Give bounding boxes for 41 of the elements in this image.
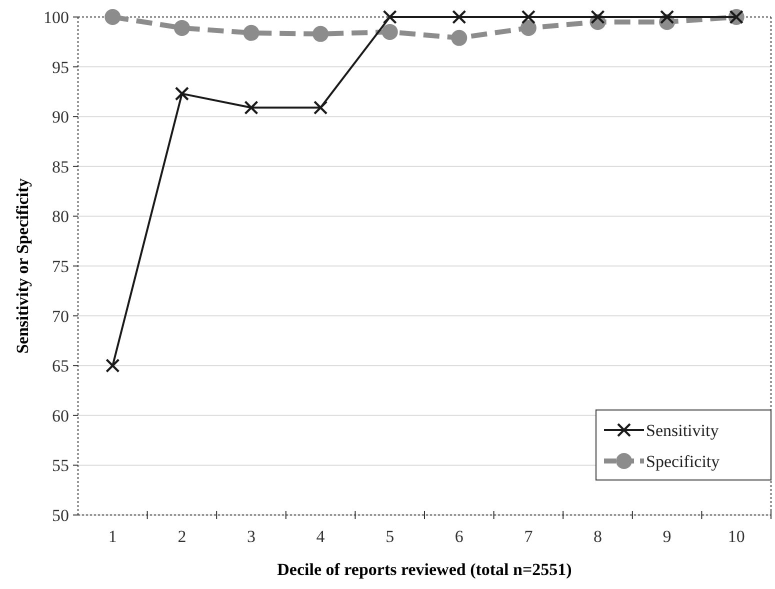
point (382, 10, 397, 24)
legend-label: Sensitivity (646, 420, 720, 440)
point (382, 24, 398, 40)
point (104, 9, 121, 25)
legend-label: Specificity (646, 452, 720, 471)
point (521, 10, 536, 24)
point (106, 358, 120, 373)
point (174, 20, 190, 36)
x-tick-label: 2 (178, 527, 186, 546)
x-tick-label: 3 (247, 527, 256, 546)
x-tick-label: 10 (728, 527, 745, 546)
x-tick-label: 1 (108, 527, 117, 546)
point (244, 100, 258, 115)
point (452, 10, 466, 24)
y-tick-label: 85 (52, 157, 69, 176)
y-tick-label: 100 (44, 8, 69, 27)
x-tick-label: 8 (594, 527, 602, 546)
y-tick-label: 80 (52, 207, 69, 226)
y-axis-title: Sensitivity or Specificity (13, 178, 32, 354)
point (451, 30, 468, 46)
y-tick-label: 90 (52, 108, 69, 127)
x-tick-label: 9 (662, 527, 672, 546)
point (520, 20, 536, 36)
y-tick-label: 50 (52, 506, 69, 525)
point (590, 10, 605, 24)
y-tick-label: 65 (52, 356, 69, 376)
y-tick-label: 55 (52, 456, 69, 476)
y-tick-label: 70 (52, 306, 69, 326)
y-tick-label: 60 (52, 406, 69, 426)
y-tick-label: 75 (52, 256, 69, 276)
y-tick-label: 95 (52, 58, 69, 77)
point (312, 26, 329, 42)
x-tick-label: 4 (316, 527, 326, 546)
x-tick-label: 6 (454, 527, 464, 546)
point (243, 24, 260, 41)
x-axis-title: Decile of reports reviewed (total n=2551) (277, 560, 572, 579)
x-tick-label: 5 (386, 527, 394, 546)
x-tick-label: 7 (524, 527, 534, 546)
point (660, 10, 674, 24)
point (313, 100, 328, 115)
point (174, 86, 190, 101)
